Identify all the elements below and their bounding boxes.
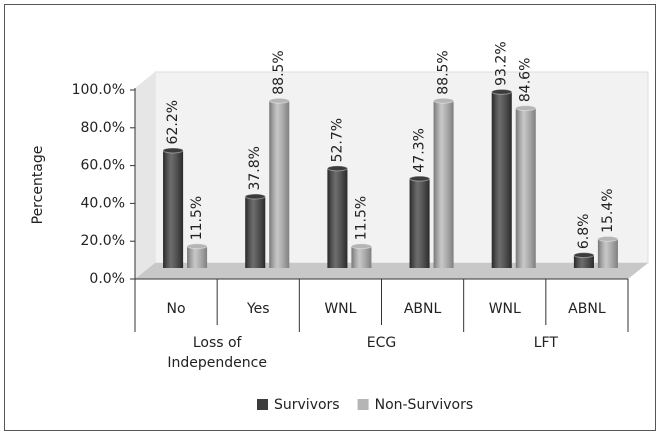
bar-shade <box>409 178 430 268</box>
bar-cap <box>409 175 431 182</box>
bar-cap <box>162 147 184 154</box>
value-label: 6.8% <box>576 214 592 250</box>
bar-cap <box>186 243 208 250</box>
bar-shade <box>573 255 594 268</box>
bar-shade <box>163 150 184 268</box>
floor <box>135 263 648 279</box>
value-label: 88.5% <box>271 50 287 94</box>
group-label: LFT <box>533 335 558 351</box>
bar-cap <box>573 252 595 259</box>
value-label: 52.7% <box>329 118 345 162</box>
value-label: 11.5% <box>353 196 369 240</box>
value-label: 84.6% <box>518 58 534 102</box>
y-tick-label: 20.0% <box>81 233 125 249</box>
back-wall <box>154 71 649 264</box>
bar-cap <box>597 235 619 242</box>
value-label: 47.3% <box>412 128 428 172</box>
y-tick-label: 60.0% <box>81 158 125 174</box>
value-label: 93.2% <box>494 41 510 85</box>
legend-swatch <box>257 399 268 410</box>
bar-shade <box>491 91 512 269</box>
side-wall <box>135 72 155 279</box>
bar-cap <box>350 243 372 250</box>
bar-shade <box>187 246 208 268</box>
bar-shade <box>597 238 618 268</box>
bar-cap <box>515 105 537 112</box>
value-label: 37.8% <box>247 146 263 190</box>
bar-shade <box>269 100 290 268</box>
group-label: ECG <box>366 335 397 351</box>
group-label: Loss of Independence <box>167 335 267 371</box>
bar-cap <box>491 88 513 95</box>
bar-shade <box>245 196 266 268</box>
bar-cap <box>268 97 290 104</box>
y-tick-label: 80.0% <box>81 120 125 136</box>
x-tick-label: WNL <box>324 301 356 317</box>
legend-label: Non-Survivors <box>375 397 474 413</box>
x-tick-label: Yes <box>246 301 270 317</box>
y-axis-label: Percentage <box>30 146 46 225</box>
x-tick-label: No <box>167 301 186 317</box>
bar-shade <box>433 100 454 268</box>
bar-shade <box>515 108 536 268</box>
y-tick-label: 40.0% <box>81 195 125 211</box>
value-label: 11.5% <box>189 196 205 240</box>
y-tick-label: 100.0% <box>72 82 125 98</box>
y-tick-label: 0.0% <box>89 271 125 287</box>
legend-swatch <box>357 399 369 410</box>
x-tick-label: ABNL <box>404 301 442 317</box>
legend-label: Survivors <box>274 397 340 413</box>
bar-shade <box>327 168 348 268</box>
value-label: 88.5% <box>436 50 452 94</box>
x-tick-label: WNL <box>489 301 521 317</box>
bar-cap <box>244 193 266 200</box>
bar-cap <box>326 165 348 172</box>
value-label: 62.2% <box>165 100 181 144</box>
x-tick-label: ABNL <box>568 301 606 317</box>
bar-shade <box>351 246 372 268</box>
value-label: 15.4% <box>600 188 616 232</box>
bar-cap <box>433 97 455 104</box>
